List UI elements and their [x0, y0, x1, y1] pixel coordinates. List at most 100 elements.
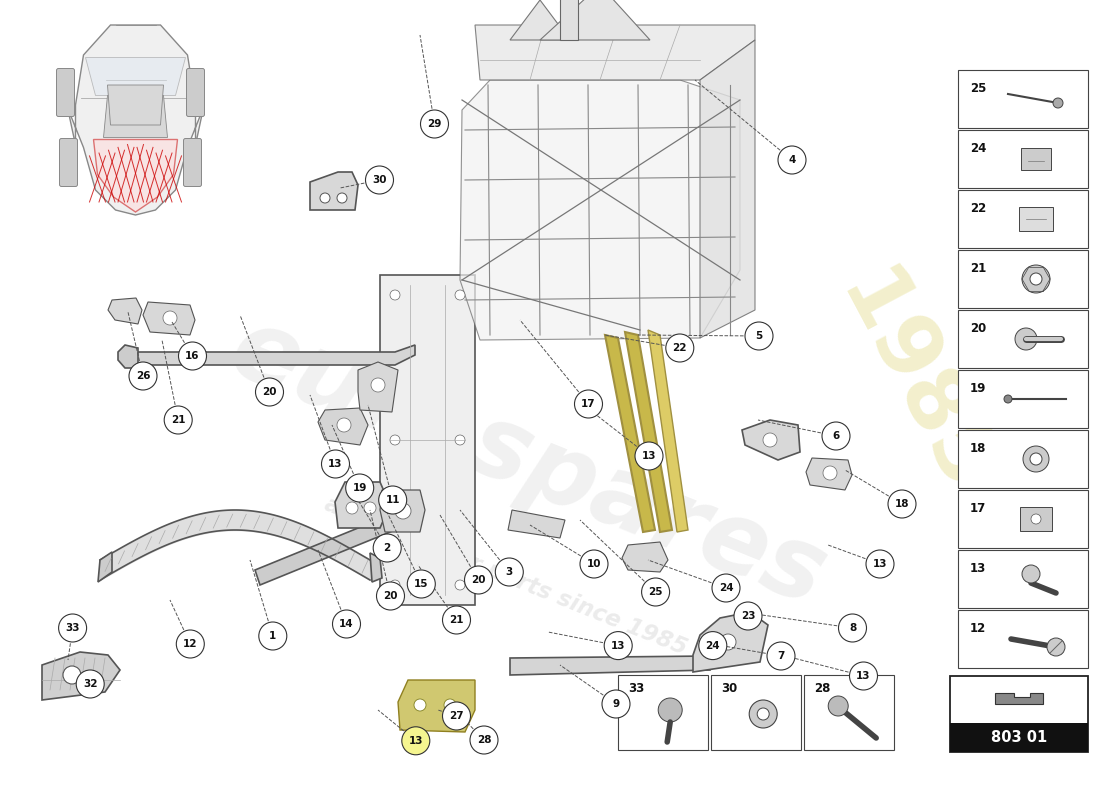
Circle shape	[823, 466, 837, 480]
Circle shape	[455, 435, 465, 445]
Text: 20: 20	[262, 387, 277, 397]
Text: 21: 21	[170, 415, 186, 425]
Polygon shape	[108, 298, 142, 324]
Circle shape	[763, 433, 777, 447]
Polygon shape	[370, 553, 382, 582]
Text: 28: 28	[476, 735, 492, 745]
Polygon shape	[358, 362, 398, 412]
FancyBboxPatch shape	[711, 675, 801, 750]
Polygon shape	[336, 482, 390, 528]
Text: 26: 26	[135, 371, 151, 381]
FancyBboxPatch shape	[56, 69, 75, 117]
Circle shape	[407, 570, 436, 598]
Circle shape	[1022, 265, 1050, 293]
Polygon shape	[693, 612, 768, 672]
Polygon shape	[94, 139, 177, 212]
Text: 13: 13	[610, 641, 626, 650]
Text: 13: 13	[970, 562, 987, 575]
Text: 21: 21	[449, 615, 464, 625]
Text: 24: 24	[718, 583, 734, 593]
Circle shape	[745, 322, 773, 350]
FancyBboxPatch shape	[958, 70, 1088, 128]
FancyBboxPatch shape	[958, 190, 1088, 248]
Text: 19: 19	[352, 483, 367, 493]
Polygon shape	[700, 40, 755, 338]
Circle shape	[390, 290, 400, 300]
Text: 5: 5	[756, 331, 762, 341]
Circle shape	[849, 662, 878, 690]
Circle shape	[464, 566, 493, 594]
Circle shape	[1023, 446, 1049, 472]
Text: 32: 32	[82, 679, 98, 689]
Text: 30: 30	[372, 175, 387, 185]
Circle shape	[455, 290, 465, 300]
Polygon shape	[118, 345, 138, 368]
Circle shape	[178, 342, 207, 370]
Text: 24: 24	[705, 641, 720, 650]
FancyBboxPatch shape	[804, 675, 894, 750]
Circle shape	[574, 390, 603, 418]
Circle shape	[635, 442, 663, 470]
FancyBboxPatch shape	[379, 275, 475, 605]
Circle shape	[604, 632, 632, 659]
Circle shape	[364, 502, 376, 514]
Polygon shape	[510, 0, 570, 40]
Polygon shape	[98, 552, 112, 582]
Circle shape	[749, 700, 778, 728]
Text: 12: 12	[970, 622, 987, 635]
Circle shape	[698, 632, 727, 659]
Circle shape	[129, 362, 157, 390]
Circle shape	[320, 193, 330, 203]
Circle shape	[1030, 453, 1042, 465]
Circle shape	[828, 696, 848, 716]
Text: 13: 13	[641, 451, 657, 461]
Text: 7: 7	[778, 651, 784, 661]
Circle shape	[444, 699, 456, 711]
Text: 23: 23	[740, 611, 756, 621]
Text: 33: 33	[65, 623, 80, 633]
Polygon shape	[379, 490, 425, 532]
Circle shape	[176, 630, 205, 658]
Text: 15: 15	[414, 579, 429, 589]
Text: 28: 28	[814, 682, 830, 695]
Text: 22: 22	[672, 343, 688, 353]
Text: 9: 9	[613, 699, 619, 709]
Circle shape	[641, 578, 670, 606]
Polygon shape	[103, 95, 167, 138]
Text: 11: 11	[385, 495, 400, 505]
Polygon shape	[398, 680, 475, 732]
FancyBboxPatch shape	[1019, 207, 1053, 231]
Text: 12: 12	[183, 639, 198, 649]
Circle shape	[1031, 514, 1041, 524]
FancyBboxPatch shape	[950, 723, 1088, 752]
Text: 3: 3	[506, 567, 513, 577]
Polygon shape	[540, 0, 650, 40]
Polygon shape	[310, 172, 358, 210]
Polygon shape	[143, 302, 195, 335]
Circle shape	[757, 708, 769, 720]
FancyBboxPatch shape	[958, 370, 1088, 428]
Text: 8: 8	[849, 623, 856, 633]
Text: 30: 30	[720, 682, 737, 695]
Circle shape	[378, 486, 407, 514]
Circle shape	[602, 690, 630, 718]
Circle shape	[442, 606, 471, 634]
FancyBboxPatch shape	[958, 550, 1088, 608]
FancyBboxPatch shape	[958, 430, 1088, 488]
Text: 17: 17	[970, 502, 987, 515]
Text: 803 01: 803 01	[991, 730, 1047, 745]
Text: 29: 29	[427, 119, 442, 129]
FancyBboxPatch shape	[950, 676, 1088, 752]
Circle shape	[1004, 395, 1012, 403]
Circle shape	[888, 490, 916, 518]
Circle shape	[658, 698, 682, 722]
Circle shape	[373, 534, 402, 562]
FancyBboxPatch shape	[958, 130, 1088, 188]
Circle shape	[402, 726, 430, 755]
Text: 13: 13	[872, 559, 888, 569]
Circle shape	[734, 602, 762, 630]
Circle shape	[1053, 98, 1063, 108]
Circle shape	[321, 450, 350, 478]
Circle shape	[371, 378, 385, 392]
FancyBboxPatch shape	[958, 490, 1088, 548]
